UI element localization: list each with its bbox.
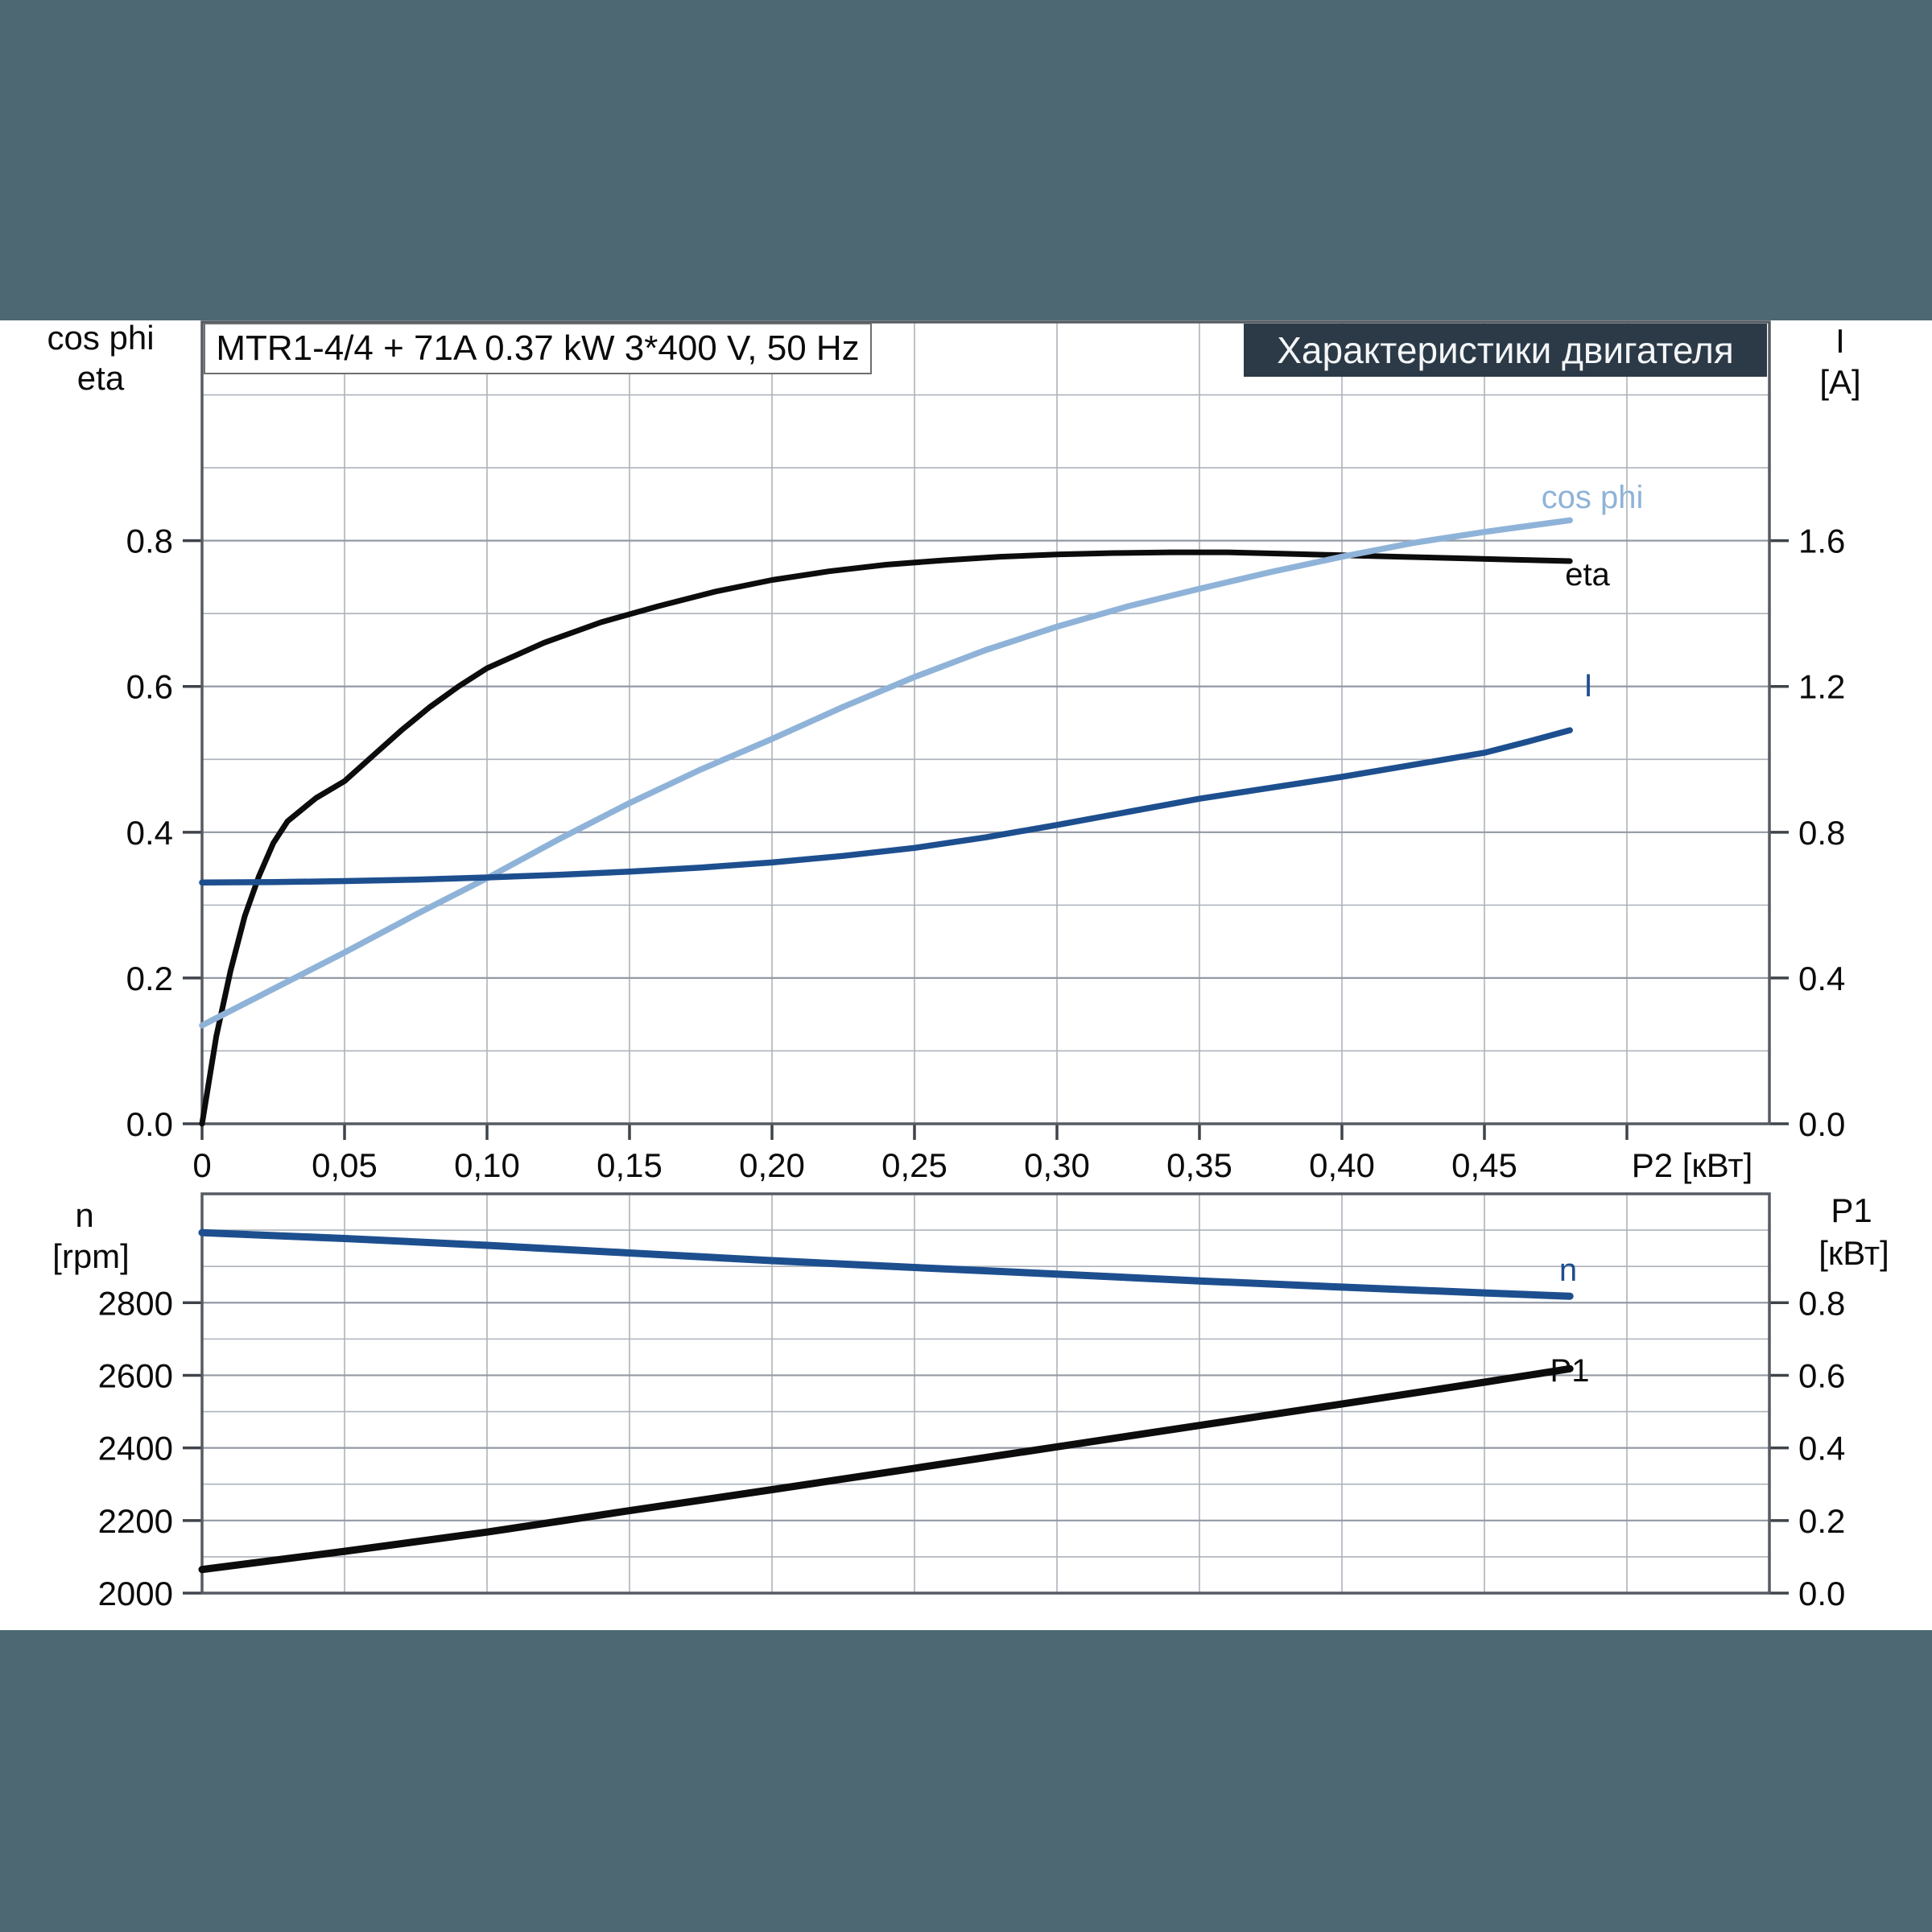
svg-text:0.4: 0.4 [126, 814, 173, 852]
svg-text:0.8: 0.8 [126, 522, 173, 560]
page-title-banner: Характеристики двигателя [1244, 324, 1767, 377]
svg-text:0.4: 0.4 [1798, 960, 1845, 997]
svg-text:0.0: 0.0 [1798, 1575, 1845, 1612]
svg-text:0.2: 0.2 [1798, 1502, 1845, 1540]
svg-text:0.0: 0.0 [126, 1105, 173, 1143]
svg-text:2000: 2000 [98, 1575, 173, 1612]
top-left-axis-label-cos-phi: cos phi [47, 319, 155, 357]
cos-phi-curve-label: cos phi [1541, 480, 1644, 515]
svg-text:0,20: 0,20 [739, 1146, 805, 1184]
curve-n [198, 1228, 1574, 1300]
svg-text:0,40: 0,40 [1309, 1146, 1375, 1184]
curve-p1 [198, 1364, 1574, 1574]
svg-text:2400: 2400 [98, 1430, 173, 1468]
svg-text:0.0: 0.0 [1798, 1105, 1845, 1143]
svg-text:0.6: 0.6 [1798, 1356, 1845, 1394]
motor-spec-text: MTR1-4/4 + 71A 0.37 kW 3*400 V, 50 Hz [216, 328, 860, 368]
eta-curve-label: eta [1565, 557, 1610, 592]
svg-text:0,10: 0,10 [454, 1146, 520, 1184]
curve-i [199, 727, 1573, 886]
svg-text:0.2: 0.2 [126, 960, 173, 997]
svg-text:0,15: 0,15 [597, 1146, 663, 1184]
power-in-curve-label: P1 [1550, 1353, 1590, 1389]
bottom-left-axis-label-speed: n [75, 1196, 94, 1234]
motor-spec-title-box: MTR1-4/4 + 71A 0.37 kW 3*400 V, 50 Hz [204, 323, 872, 374]
svg-text:0.8: 0.8 [1798, 814, 1845, 852]
bottom-right-axis-unit-kw: [кВт] [1818, 1234, 1889, 1272]
svg-text:0.6: 0.6 [126, 668, 173, 706]
svg-text:0.4: 0.4 [1798, 1430, 1845, 1468]
svg-text:0: 0 [192, 1146, 211, 1184]
svg-text:2600: 2600 [98, 1356, 173, 1394]
svg-text:2200: 2200 [98, 1502, 173, 1540]
bottom-left-axis-unit-rpm: [rpm] [52, 1237, 130, 1275]
svg-text:1.2: 1.2 [1798, 668, 1845, 706]
speed-curve-label: n [1558, 1253, 1578, 1288]
top-right-axis-unit-amps: [A] [1819, 363, 1861, 401]
svg-text:0,25: 0,25 [881, 1146, 947, 1184]
svg-text:0.8: 0.8 [1798, 1284, 1845, 1322]
svg-text:1.6: 1.6 [1798, 522, 1845, 560]
svg-text:0,35: 0,35 [1166, 1146, 1232, 1184]
svg-text:0,30: 0,30 [1024, 1146, 1090, 1184]
curve-cos-phi [199, 517, 1573, 1029]
curve-eta [199, 549, 1573, 1127]
bottom-right-axis-label-p1: P1 [1831, 1191, 1872, 1229]
svg-text:0,45: 0,45 [1451, 1146, 1517, 1184]
svg-text:2800: 2800 [98, 1284, 173, 1322]
svg-text:0,05: 0,05 [312, 1146, 378, 1184]
current-curve-label: I [1583, 668, 1593, 704]
top-left-axis-label-eta: eta [76, 359, 125, 397]
page-title: Характеристики двигателя [1277, 329, 1734, 371]
svg-text:P2 [кВт]: P2 [кВт] [1632, 1146, 1753, 1184]
top-right-axis-label-current: I [1835, 322, 1845, 360]
